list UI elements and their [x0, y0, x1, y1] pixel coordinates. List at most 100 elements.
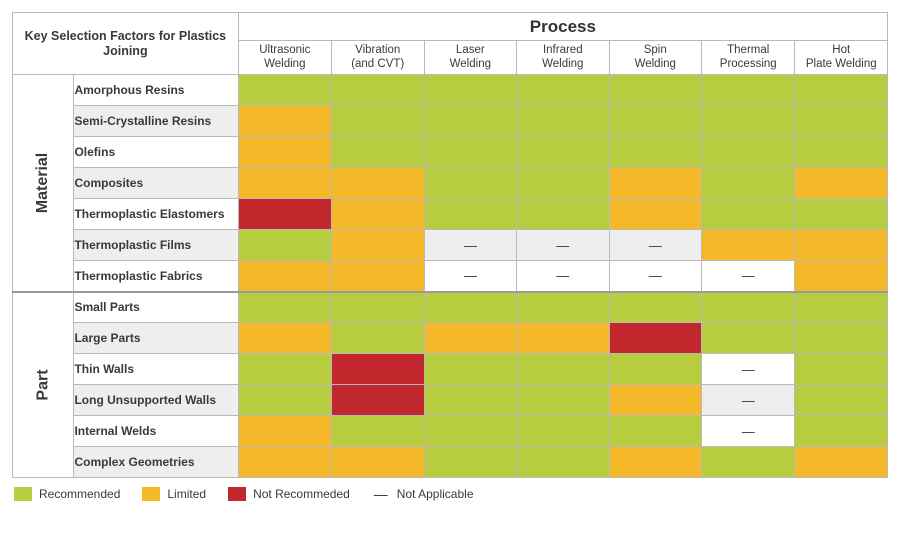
matrix-cell [609, 323, 701, 354]
matrix-cell [238, 416, 331, 447]
matrix-cell [331, 416, 424, 447]
matrix-cell [238, 447, 331, 478]
legend-swatch-recommended [14, 487, 32, 501]
selection-factors-table: Key Selection Factors for Plastics Joini… [12, 12, 888, 478]
matrix-cell [795, 230, 888, 261]
matrix-cell [701, 292, 794, 323]
matrix-cell: — [701, 261, 794, 292]
table-row: Internal Welds — [13, 416, 888, 447]
matrix-cell [701, 447, 794, 478]
matrix-cell [331, 323, 424, 354]
matrix-cell [238, 168, 331, 199]
group-label-text: Material [34, 153, 52, 213]
table-row: Composites [13, 168, 888, 199]
matrix-cell [331, 261, 424, 292]
legend: Recommended Limited Not Recommeded — Not… [12, 486, 888, 502]
matrix-cell [331, 106, 424, 137]
matrix-cell [331, 137, 424, 168]
matrix-cell [517, 447, 609, 478]
matrix-cell [609, 292, 701, 323]
legend-swatch-not-recommended [228, 487, 246, 501]
matrix-cell [331, 385, 424, 416]
group-label-text: Part [34, 369, 52, 400]
matrix-cell [424, 447, 516, 478]
column-header: InfraredWelding [517, 41, 609, 75]
matrix-cell [238, 385, 331, 416]
table-row: Thermoplastic Films——— [13, 230, 888, 261]
matrix-cell: — [517, 261, 609, 292]
matrix-cell [609, 137, 701, 168]
legend-item-not-recommended: Not Recommeded [228, 487, 350, 501]
legend-item-not-applicable: — Not Applicable [372, 486, 474, 502]
table-row: Complex Geometries [13, 447, 888, 478]
matrix-cell [424, 416, 516, 447]
table-row: MaterialAmorphous Resins [13, 75, 888, 106]
legend-label-recommended: Recommended [39, 487, 120, 501]
group-label: Material [13, 75, 74, 292]
matrix-cell [331, 230, 424, 261]
matrix-cell [424, 292, 516, 323]
matrix-cell [609, 385, 701, 416]
table-row: Large Parts [13, 323, 888, 354]
matrix-cell [424, 385, 516, 416]
matrix-cell [517, 168, 609, 199]
table-row: Thermoplastic Fabrics———— [13, 261, 888, 292]
matrix-cell [331, 447, 424, 478]
table-row: Semi-Crystalline Resins [13, 106, 888, 137]
column-header: ThermalProcessing [701, 41, 794, 75]
matrix-cell [795, 168, 888, 199]
matrix-cell [424, 323, 516, 354]
matrix-cell [424, 168, 516, 199]
table-header: Key Selection Factors for Plastics Joini… [13, 13, 888, 75]
table-body: MaterialAmorphous ResinsSemi-Crystalline… [13, 75, 888, 478]
matrix-cell [795, 385, 888, 416]
matrix-cell [424, 199, 516, 230]
row-label: Thermoplastic Fabrics [74, 261, 238, 292]
matrix-cell [424, 137, 516, 168]
matrix-cell: — [424, 230, 516, 261]
matrix-cell [517, 106, 609, 137]
matrix-cell [701, 230, 794, 261]
row-label: Composites [74, 168, 238, 199]
matrix-cell [517, 75, 609, 106]
matrix-cell [238, 75, 331, 106]
row-label: Large Parts [74, 323, 238, 354]
legend-item-recommended: Recommended [14, 487, 120, 501]
table-row: Long Unsupported Walls— [13, 385, 888, 416]
matrix-cell [795, 199, 888, 230]
process-header-text: Process [530, 17, 596, 36]
matrix-cell [609, 416, 701, 447]
matrix-cell [424, 106, 516, 137]
matrix-cell [609, 354, 701, 385]
row-label: Amorphous Resins [74, 75, 238, 106]
matrix-cell [795, 261, 888, 292]
row-label: Thermoplastic Films [74, 230, 238, 261]
matrix-cell [795, 447, 888, 478]
row-label: Complex Geometries [74, 447, 238, 478]
row-label: Internal Welds [74, 416, 238, 447]
matrix-cell [795, 137, 888, 168]
matrix-cell [238, 354, 331, 385]
matrix-cell [609, 447, 701, 478]
matrix-cell [238, 292, 331, 323]
matrix-cell [609, 106, 701, 137]
row-label: Olefins [74, 137, 238, 168]
matrix-cell: — [701, 416, 794, 447]
corner-header-text: Key Selection Factors for Plastics Joini… [25, 29, 226, 58]
matrix-cell [238, 230, 331, 261]
matrix-cell [701, 199, 794, 230]
matrix-cell [238, 199, 331, 230]
matrix-cell [517, 323, 609, 354]
matrix-cell [331, 292, 424, 323]
table-row: Thermoplastic Elastomers [13, 199, 888, 230]
matrix-cell [795, 106, 888, 137]
matrix-cell [238, 137, 331, 168]
matrix-cell [331, 168, 424, 199]
column-header: LaserWelding [424, 41, 516, 75]
table-row: PartSmall Parts [13, 292, 888, 323]
column-header: SpinWelding [609, 41, 701, 75]
matrix-cell [701, 75, 794, 106]
matrix-cell: — [424, 261, 516, 292]
corner-header: Key Selection Factors for Plastics Joini… [13, 13, 239, 75]
legend-label-not-applicable: Not Applicable [397, 487, 474, 501]
